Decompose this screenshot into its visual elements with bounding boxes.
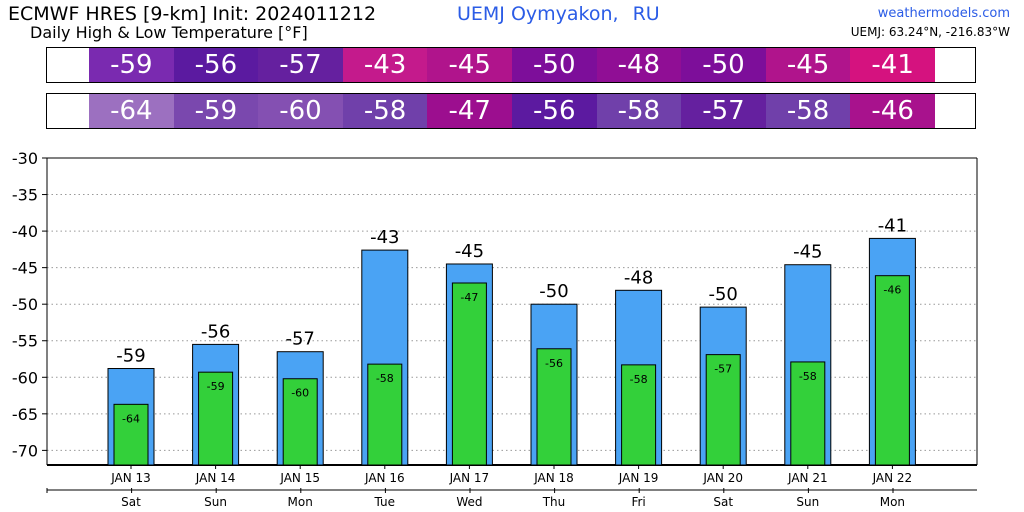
x-date-label: JAN 20: [702, 471, 743, 485]
high-band-cell: -50: [511, 48, 597, 82]
y-tick-label: -40: [12, 222, 38, 241]
low-band-cell: -57: [681, 94, 766, 128]
high-value-label: -59: [116, 346, 145, 367]
low-bar: [113, 403, 149, 466]
high-band-cell: -48: [596, 48, 682, 82]
low-bar: [790, 361, 826, 466]
x-weekday-label: Mon: [288, 495, 313, 509]
low-bar: [705, 354, 741, 466]
low-band-cell: -60: [258, 94, 343, 128]
x-weekday-label: Sat: [713, 495, 733, 509]
high-value-label: -56: [201, 321, 230, 342]
x-weekday-label: Tue: [374, 495, 396, 509]
x-date-label: JAN 18: [533, 471, 574, 485]
x-date-label: JAN 21: [787, 471, 828, 485]
low-value-label: -60: [291, 387, 309, 400]
chart-title: ECMWF HRES [9-km] Init: 2024011212: [8, 3, 377, 25]
low-band-cell: -46: [850, 94, 935, 128]
low-band-cell: -58: [596, 94, 682, 128]
high-value-label: -50: [708, 284, 737, 305]
low-band-cell: -47: [427, 94, 512, 128]
high-value-label: -48: [624, 267, 653, 288]
high-value-label: -45: [793, 242, 822, 263]
x-date-label: JAN 22: [872, 471, 913, 485]
low-value-label: -58: [376, 372, 394, 385]
high-band-cell: -50: [681, 48, 766, 82]
x-weekday-label: Thu: [542, 495, 566, 509]
x-date-label: JAN 16: [364, 471, 405, 485]
x-date-label: JAN 13: [110, 471, 151, 485]
high-value-label: -50: [539, 281, 568, 302]
y-tick-label: -35: [12, 186, 38, 205]
high-value-label: -43: [370, 227, 399, 248]
station-name: UEMJ Oymyakon, RU: [457, 3, 660, 25]
high-band-cell: -45: [427, 48, 512, 82]
x-date-label: JAN 15: [279, 471, 320, 485]
chart-subtitle: Daily High & Low Temperature [°F]: [30, 23, 308, 42]
low-value-label: -59: [207, 380, 225, 393]
high-value-label: -45: [455, 241, 484, 262]
high-temp-band: -59 -56 -57 -43 -45 -50 -48 -50 -45 -41: [46, 47, 976, 83]
low-value-label: -57: [714, 363, 732, 376]
y-tick-label: -55: [12, 332, 38, 351]
y-tick-label: -70: [12, 441, 38, 460]
low-band-cell: -64: [89, 94, 174, 128]
low-value-label: -47: [460, 291, 478, 304]
low-band-cell: -59: [173, 94, 259, 128]
low-bar: [874, 275, 910, 466]
x-weekday-label: Sun: [796, 495, 819, 509]
station-country: RU: [632, 3, 660, 25]
x-date-label: JAN 17: [449, 471, 490, 485]
low-bar: [451, 282, 487, 466]
x-weekday-label: Sat: [121, 495, 141, 509]
station-code: UEMJ Oymyakon,: [457, 3, 619, 25]
high-band-cell: -56: [173, 48, 259, 82]
low-bar: [282, 378, 318, 466]
y-tick-label: -45: [12, 259, 38, 278]
low-bar: [198, 371, 234, 466]
high-band-cell: -59: [89, 48, 174, 82]
high-band-cell: -41: [850, 48, 935, 82]
x-weekday-label: Fri: [631, 495, 645, 509]
low-band-cell: -58: [342, 94, 428, 128]
low-band-cell: -56: [511, 94, 597, 128]
high-value-label: -41: [878, 215, 907, 236]
y-tick-label: -50: [12, 295, 38, 314]
low-value-label: -58: [799, 370, 817, 383]
low-bar: [621, 364, 657, 466]
high-value-label: -57: [285, 329, 314, 350]
low-value-label: -46: [883, 284, 901, 297]
site-link[interactable]: weathermodels.com: [877, 6, 1010, 21]
low-temp-band: -64 -59 -60 -58 -47 -56 -58 -57 -58 -46: [46, 93, 976, 129]
high-band-cell: -43: [342, 48, 428, 82]
y-tick-label: -65: [12, 405, 38, 424]
y-tick-label: -30: [12, 149, 38, 168]
x-date-label: JAN 19: [618, 471, 659, 485]
y-tick-label: -60: [12, 368, 38, 387]
low-bar: [536, 348, 572, 466]
x-date-label: JAN 14: [195, 471, 236, 485]
x-weekday-label: Mon: [880, 495, 905, 509]
low-value-label: -64: [122, 412, 140, 425]
station-coords: UEMJ: 63.24°N, -216.83°W: [850, 25, 1010, 39]
x-weekday-label: Wed: [456, 495, 482, 509]
low-value-label: -56: [545, 357, 563, 370]
low-bar: [367, 363, 403, 466]
x-weekday-label: Sun: [204, 495, 227, 509]
high-band-cell: -57: [258, 48, 343, 82]
low-value-label: -58: [630, 373, 648, 386]
low-band-cell: -58: [765, 94, 851, 128]
high-band-cell: -45: [765, 48, 851, 82]
